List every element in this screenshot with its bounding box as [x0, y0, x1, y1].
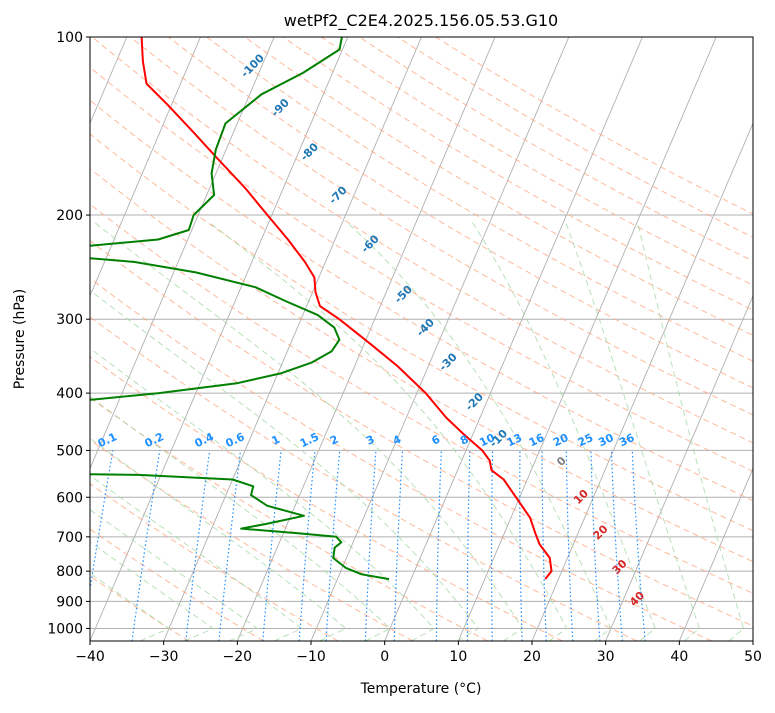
y-tick-label: 500 [56, 443, 83, 459]
y-tick-label: 400 [56, 386, 83, 402]
x-tick-label: 10 [449, 649, 467, 665]
x-axis-label: Temperature (°C) [360, 681, 482, 697]
y-tick-label: 700 [56, 530, 83, 546]
y-tick-label: 800 [56, 564, 83, 580]
x-tick-label: −40 [75, 649, 105, 665]
y-axis-label: Pressure (hPa) [12, 289, 28, 389]
x-tick-label: 20 [523, 649, 541, 665]
y-tick-label: 100 [56, 30, 83, 46]
x-tick-label: 40 [670, 649, 688, 665]
x-tick-label: 50 [744, 649, 762, 665]
y-tick-label: 1000 [47, 621, 83, 637]
x-tick-label: 30 [597, 649, 615, 665]
y-tick-label: 300 [56, 312, 83, 328]
x-tick-label: −30 [149, 649, 179, 665]
x-tick-label: 0 [380, 649, 389, 665]
x-tick-label: −10 [296, 649, 326, 665]
chart-title: wetPf2_C2E4.2025.156.05.53.G10 [284, 11, 558, 31]
y-tick-label: 900 [56, 594, 83, 610]
x-tick-label: −20 [223, 649, 253, 665]
y-tick-label: 600 [56, 490, 83, 506]
y-tick-label: 200 [56, 208, 83, 224]
